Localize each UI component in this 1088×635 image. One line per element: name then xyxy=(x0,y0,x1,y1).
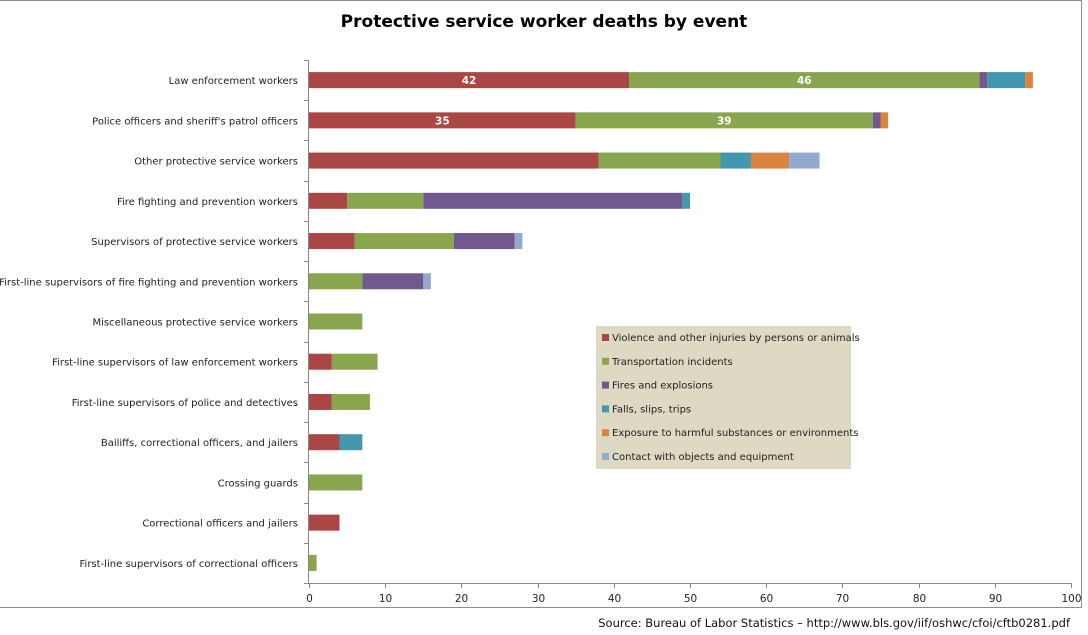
x-tick-label: 70 xyxy=(836,593,849,605)
category-label: First-line supervisors of correctional o… xyxy=(80,559,298,570)
bar-segment xyxy=(309,72,630,89)
bar-segment xyxy=(453,233,515,250)
x-tick-label: 10 xyxy=(379,593,392,605)
bar-segment xyxy=(309,554,317,571)
legend-swatch xyxy=(602,405,609,413)
x-tick-label: 40 xyxy=(608,593,621,605)
data-label: 39 xyxy=(717,115,732,127)
data-label: 42 xyxy=(462,75,477,87)
category-label: Fire fighting and prevention workers xyxy=(117,197,298,208)
bar-segment xyxy=(309,112,576,129)
bar-segment xyxy=(362,273,424,290)
legend-swatch xyxy=(602,357,609,365)
x-tick-label: 20 xyxy=(455,593,468,605)
bar-segment xyxy=(309,474,363,491)
legend-swatch xyxy=(602,453,609,460)
bar-segment xyxy=(331,353,378,370)
bar-segment xyxy=(750,152,790,169)
category-label: Law enforcement workers xyxy=(169,76,298,87)
bar-segment xyxy=(880,112,889,129)
bar-segment xyxy=(872,112,881,129)
chart-title: Protective service worker deaths by even… xyxy=(340,12,748,32)
x-tick-label: 80 xyxy=(913,593,926,605)
category-label: Miscellaneous protective service workers xyxy=(93,318,298,329)
bar-segment xyxy=(347,192,424,209)
legend-label: Contact with objects and equipment xyxy=(612,452,794,463)
bar-segment xyxy=(309,313,363,330)
category-label: First-line supervisors of law enforcemen… xyxy=(52,358,298,369)
category-label: Correctional officers and jailers xyxy=(142,519,298,530)
bar-segment xyxy=(309,152,599,169)
bar-segment xyxy=(575,112,873,129)
bar-segment xyxy=(309,393,332,410)
bar-segment xyxy=(339,434,363,451)
legend-label: Falls, slips, trips xyxy=(612,404,691,415)
data-label: 46 xyxy=(797,75,812,87)
x-tick-label: 30 xyxy=(532,593,545,605)
legend-swatch xyxy=(602,429,609,437)
x-tick-label: 100 xyxy=(1061,593,1081,605)
bar-segment xyxy=(979,72,988,89)
bar-segment xyxy=(789,152,820,169)
category-label: Police officers and sheriff's patrol off… xyxy=(92,116,298,127)
bar-segment xyxy=(309,514,340,531)
bar-segment xyxy=(309,233,355,250)
category-label: Other protective service workers xyxy=(134,157,298,168)
x-tick-label: 0 xyxy=(306,593,313,605)
legend-label: Exposure to harmful substances or enviro… xyxy=(612,428,858,439)
category-label: Crossing guards xyxy=(218,478,298,489)
bar-segment xyxy=(309,192,348,209)
bar-segment xyxy=(309,353,332,370)
bar-segment xyxy=(598,152,721,169)
bar-segment xyxy=(629,72,980,89)
bar-segment xyxy=(331,393,370,410)
legend-swatch xyxy=(602,381,609,389)
category-label: Supervisors of protective service worker… xyxy=(91,237,298,248)
legend-label: Fires and explosions xyxy=(612,381,713,392)
bar-segment xyxy=(423,192,683,209)
legend-swatch xyxy=(602,334,609,341)
category-label: Bailiffs, correctional officers, and jai… xyxy=(101,438,298,449)
source-note: Source: Bureau of Labor Statistics – htt… xyxy=(598,616,1070,630)
bar-segment xyxy=(987,72,1026,89)
x-tick-label: 90 xyxy=(989,593,1002,605)
bar-segment xyxy=(682,192,690,209)
bar-segment xyxy=(309,273,363,290)
bar-segment xyxy=(1025,72,1033,89)
bar-segment xyxy=(720,152,751,169)
x-tick-label: 60 xyxy=(760,593,773,605)
legend-box xyxy=(596,326,851,469)
chart-frame xyxy=(0,0,1082,608)
category-label: First-line supervisors of fire fighting … xyxy=(0,277,298,288)
category-label: First-line supervisors of police and det… xyxy=(72,398,298,409)
bar-segment xyxy=(309,434,340,451)
bar-segment xyxy=(423,273,431,290)
x-tick-label: 50 xyxy=(684,593,697,605)
bar-segment xyxy=(354,233,454,250)
data-label: 35 xyxy=(435,115,450,127)
legend-label: Violence and other injuries by persons o… xyxy=(612,333,860,344)
legend-label: Transportation incidents xyxy=(611,357,733,368)
bar-segment xyxy=(514,233,523,250)
